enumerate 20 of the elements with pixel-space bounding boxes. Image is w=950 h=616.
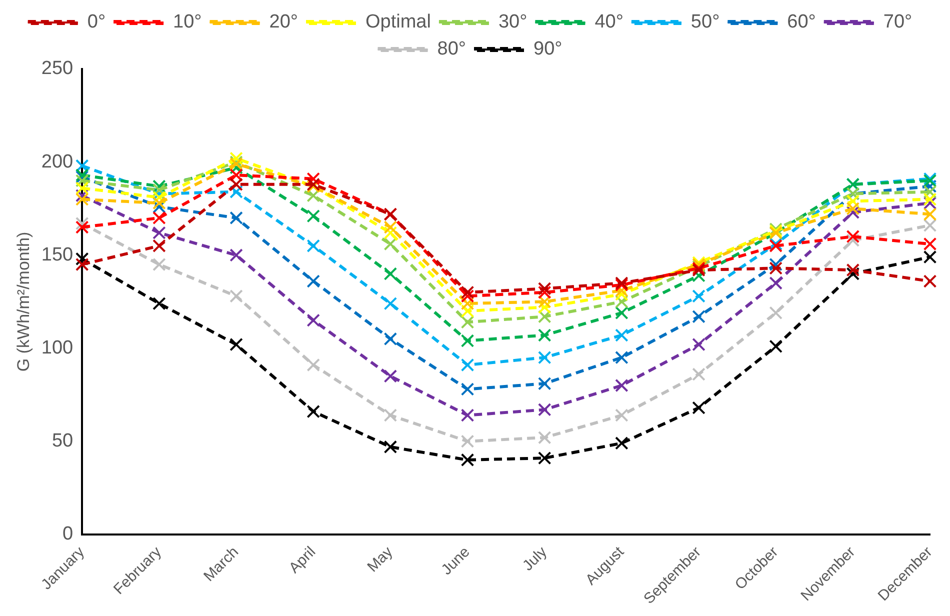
- y-axis-title: G (kWh/m²/month): [14, 232, 33, 372]
- legend-label: 80°: [437, 38, 466, 60]
- legend-label: 0°: [87, 12, 106, 33]
- y-tick-label: 0: [62, 524, 74, 545]
- y-tick-label: 200: [41, 151, 74, 172]
- y-tick-label: 250: [41, 58, 74, 80]
- legend-label: 90°: [534, 38, 562, 60]
- x-tick-label: July: [519, 543, 551, 574]
- legend-label: 70°: [883, 12, 912, 33]
- y-tick-label: 100: [41, 337, 74, 358]
- y-tick-label: 50: [52, 430, 74, 452]
- y-tick-label: 150: [41, 244, 74, 266]
- legend-label: 60°: [787, 12, 816, 33]
- legend-label: 10°: [173, 12, 202, 33]
- legend-label: Optimal: [366, 12, 431, 33]
- legend-label: 40°: [594, 12, 624, 33]
- x-tick-label: May: [364, 543, 397, 576]
- legend-label: 30°: [498, 12, 528, 33]
- legend-label: 20°: [269, 12, 298, 33]
- legend-label: 50°: [690, 12, 720, 33]
